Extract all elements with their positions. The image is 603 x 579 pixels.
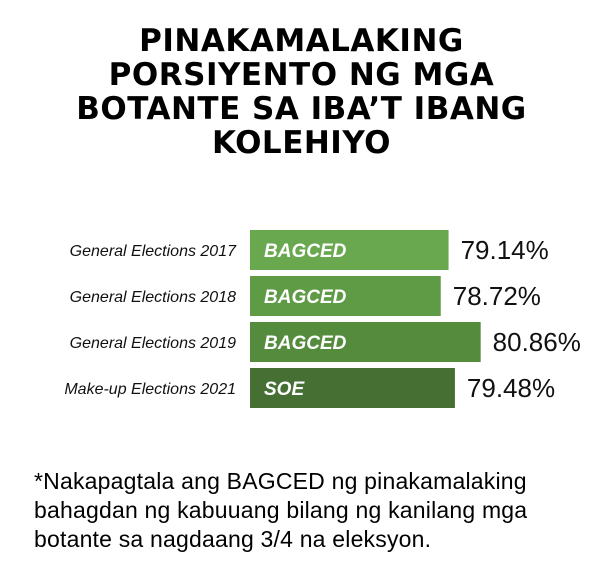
bar — [250, 368, 455, 408]
bar — [250, 276, 441, 316]
value-label: 80.86% — [493, 327, 581, 357]
chart-title: PINAKAMALAKING PORSIYENTO NG MGA BOTANTE… — [76, 23, 527, 161]
bar-chart: General Elections 2017 BAGCED 79.14% Genera… — [64, 230, 581, 408]
value-label: 79.48% — [467, 373, 555, 403]
footnote: *Nakapagtala ang BAGCED ng pinakamalakin… — [34, 468, 528, 552]
bar-college-label: BAGCED — [264, 287, 347, 308]
bar — [250, 230, 449, 270]
bar — [250, 322, 481, 362]
category-label: General Elections 2019 — [70, 335, 236, 352]
category-label: General Elections 2017 — [70, 243, 237, 260]
bar-college-label: BAGCED — [264, 241, 347, 262]
value-label: 79.14% — [461, 235, 549, 265]
bar-college-label: BAGCED — [264, 333, 347, 354]
value-label: 78.72% — [453, 281, 541, 311]
bar-college-label: SOE — [264, 379, 305, 400]
category-label: General Elections 2018 — [70, 289, 236, 306]
category-label: Make-up Elections 2021 — [64, 381, 236, 398]
